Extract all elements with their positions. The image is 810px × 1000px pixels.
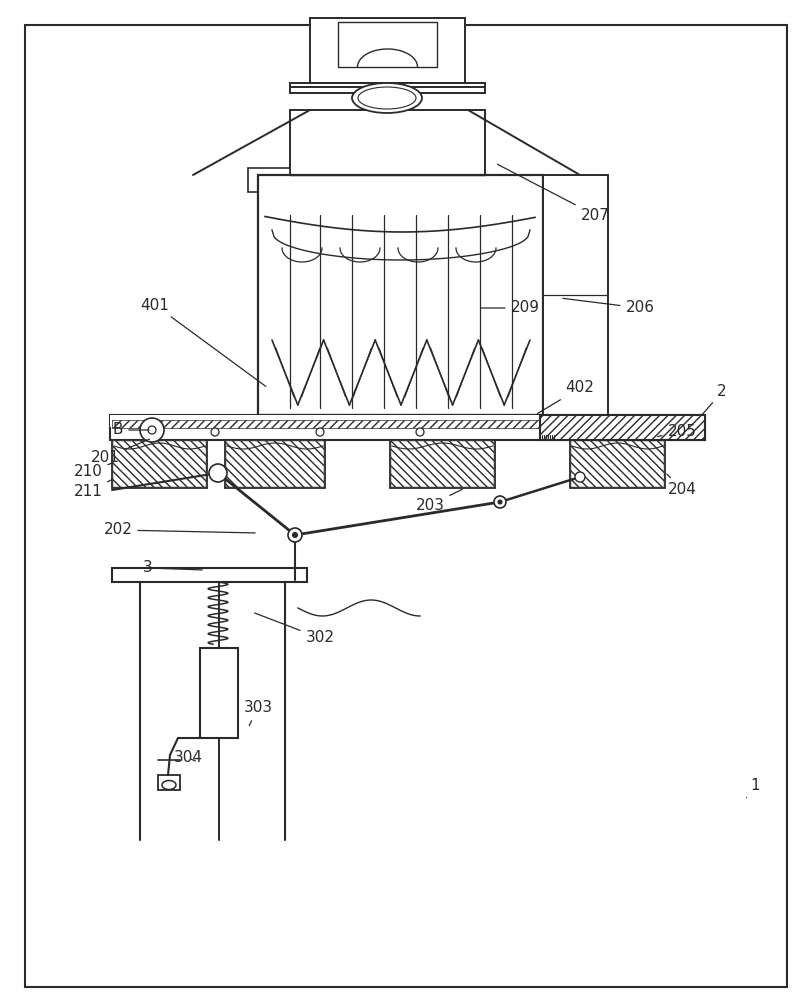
Text: 401: 401 (141, 298, 266, 386)
Text: 201: 201 (91, 439, 149, 466)
Bar (158, 775, 180, 790)
Circle shape (288, 528, 302, 542)
Bar (248, 168, 290, 192)
Bar (110, 415, 705, 440)
Bar (113, 441, 206, 487)
Bar (338, 22, 437, 67)
Bar (540, 415, 705, 440)
Circle shape (211, 428, 219, 436)
Bar (290, 110, 485, 180)
Bar (570, 440, 665, 488)
Text: 211: 211 (74, 479, 113, 499)
Bar (571, 441, 664, 487)
Bar (200, 648, 238, 738)
Bar (540, 415, 705, 440)
Text: 1: 1 (747, 778, 760, 798)
Text: 204: 204 (667, 474, 697, 497)
Text: 205: 205 (658, 424, 697, 440)
Circle shape (494, 496, 506, 508)
Text: 3: 3 (143, 560, 202, 576)
Text: 206: 206 (563, 298, 654, 316)
Circle shape (148, 426, 156, 434)
Bar (225, 440, 325, 488)
Bar (112, 440, 207, 488)
Text: 302: 302 (254, 613, 335, 646)
Circle shape (209, 464, 227, 482)
Circle shape (498, 500, 502, 504)
Bar (290, 83, 485, 93)
Bar (112, 568, 307, 582)
Circle shape (575, 472, 585, 482)
Circle shape (316, 428, 324, 436)
Bar (391, 441, 494, 487)
Text: 303: 303 (244, 700, 272, 726)
Bar (310, 18, 465, 83)
Text: 2: 2 (701, 384, 727, 415)
Circle shape (416, 428, 424, 436)
Ellipse shape (352, 83, 422, 113)
Text: 402: 402 (537, 380, 595, 414)
Text: B: B (113, 422, 149, 438)
Text: 209: 209 (481, 300, 539, 316)
Text: 207: 207 (497, 164, 609, 223)
Circle shape (292, 532, 297, 538)
Bar (390, 440, 495, 488)
Bar (110, 415, 540, 427)
Circle shape (140, 418, 164, 442)
Text: 202: 202 (104, 522, 255, 538)
Text: 304: 304 (173, 750, 202, 766)
Ellipse shape (162, 780, 176, 790)
Bar (258, 175, 543, 415)
Bar (112, 420, 540, 428)
Bar (543, 175, 608, 415)
Text: 210: 210 (74, 463, 113, 480)
Ellipse shape (358, 87, 416, 109)
Bar (226, 441, 324, 487)
Text: 203: 203 (416, 489, 463, 512)
